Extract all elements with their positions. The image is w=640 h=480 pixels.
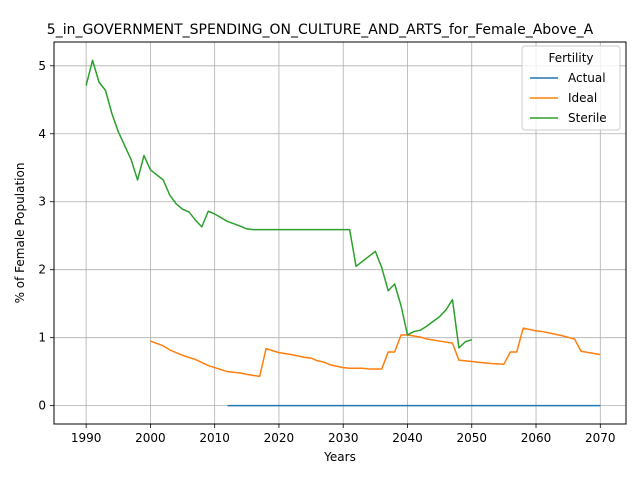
x-tick-label: 2030 (328, 431, 359, 445)
x-tick-label: 2070 (585, 431, 616, 445)
y-tick-label: 2 (38, 263, 46, 277)
axis-ticks: 1990 2000 2010 2020 2030 2040 2050 2060 2070 0 1 2 3… (38, 59, 615, 445)
legend-box (521, 45, 621, 131)
chart-title: 5_in_GOVERNMENT_SPENDING_ON_CULTURE_AND_… (47, 22, 594, 38)
y-tick-label: 5 (38, 59, 46, 73)
y-tick-label: 1 (38, 331, 46, 345)
series-line-ideal (150, 327, 601, 378)
y-tick-label: 0 (38, 399, 46, 413)
axes-frame (53, 41, 627, 425)
x-tick-label: 2040 (392, 431, 423, 445)
x-axis-label: Years (323, 450, 356, 464)
series-line-sterile (85, 59, 472, 349)
legend: Fertility Actual Ideal Sterile (521, 45, 621, 131)
x-tick-label: 2060 (521, 431, 552, 445)
legend-label-actual: Actual (568, 71, 606, 85)
x-tick-label: 2020 (264, 431, 295, 445)
x-tick-label: 2010 (199, 431, 230, 445)
x-tick-label: 2000 (135, 431, 166, 445)
x-tick-label: 2050 (456, 431, 487, 445)
x-tick-label: 1990 (71, 431, 102, 445)
series-lines (85, 59, 601, 407)
legend-title: Fertility (548, 51, 593, 65)
legend-entries: Actual Ideal Sterile (530, 71, 607, 125)
y-axis-label: % of Female Population (13, 163, 27, 304)
y-tick-label: 3 (38, 195, 46, 209)
legend-label-sterile: Sterile (568, 111, 607, 125)
legend-label-ideal: Ideal (568, 91, 597, 105)
y-tick-label: 4 (38, 127, 46, 141)
